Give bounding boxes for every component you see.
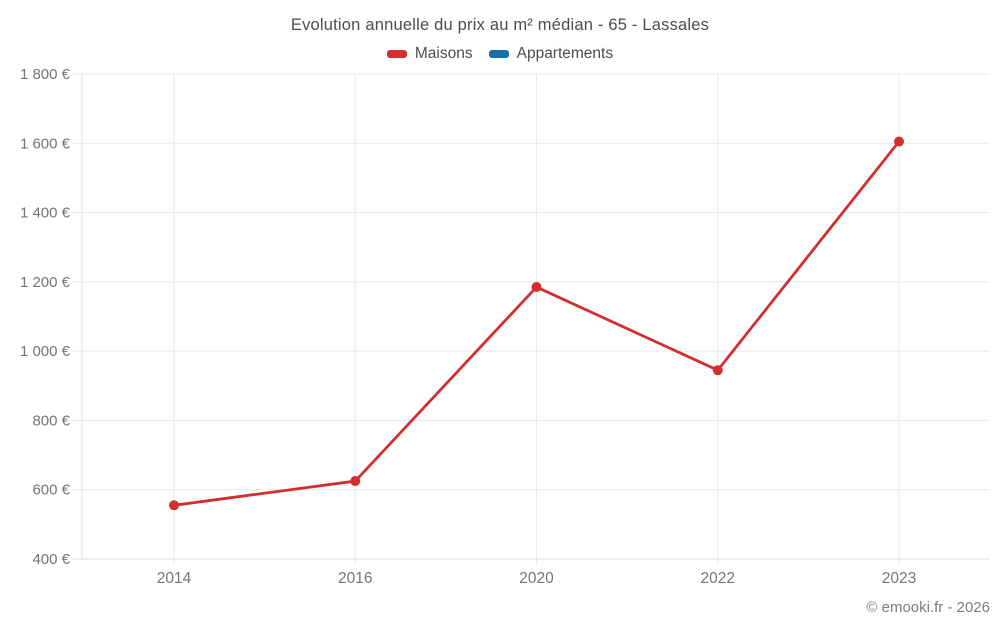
legend-label-maisons: Maisons [414, 45, 473, 62]
gridlines [72, 73, 990, 565]
chart-title: Evolution annuelle du prix au m² médian … [290, 16, 710, 34]
data-point-2016[interactable] [350, 476, 361, 487]
legend-item-appartements[interactable]: Appartements [488, 45, 614, 63]
data-point-2020[interactable] [531, 282, 542, 293]
y-tick-label: 1 800 € [20, 66, 71, 83]
axis-lines [72, 74, 990, 560]
legend-item-maisons[interactable]: Maisons [386, 45, 473, 63]
x-tick-label: 2022 [701, 570, 735, 587]
maisons-series-swatch-icon [386, 50, 407, 58]
legend-label-appartements: Appartements [516, 45, 614, 62]
x-tick-label: 2014 [157, 570, 192, 587]
chart-legend: Maisons Appartements [0, 45, 1000, 63]
x-tick-label: 2020 [519, 570, 554, 587]
y-tick-label: 800 € [32, 412, 70, 429]
y-tick-label: 600 € [32, 482, 70, 499]
y-tick-label: 1 600 € [20, 135, 71, 152]
y-tick-label: 1 000 € [20, 343, 71, 360]
data-point-2014[interactable] [169, 500, 179, 511]
y-tick-label: 400 € [32, 551, 70, 568]
appartements-series-swatch-icon [488, 50, 509, 58]
copyright-attribution: © emooki.fr - 2026 [866, 599, 990, 616]
data-point-2023[interactable] [894, 136, 904, 147]
x-tick-label: 2023 [882, 570, 916, 587]
series-maisons [169, 136, 904, 511]
y-tick-label: 1 200 € [20, 274, 71, 291]
y-tick-label: 1 400 € [20, 205, 71, 222]
x-tick-label: 2016 [338, 570, 372, 587]
data-point-2022[interactable] [712, 365, 723, 376]
axis-tick-labels: 400 € 600 € 800 € 1 000 € 1 200 € 1 400 € 1 60… [20, 66, 916, 587]
